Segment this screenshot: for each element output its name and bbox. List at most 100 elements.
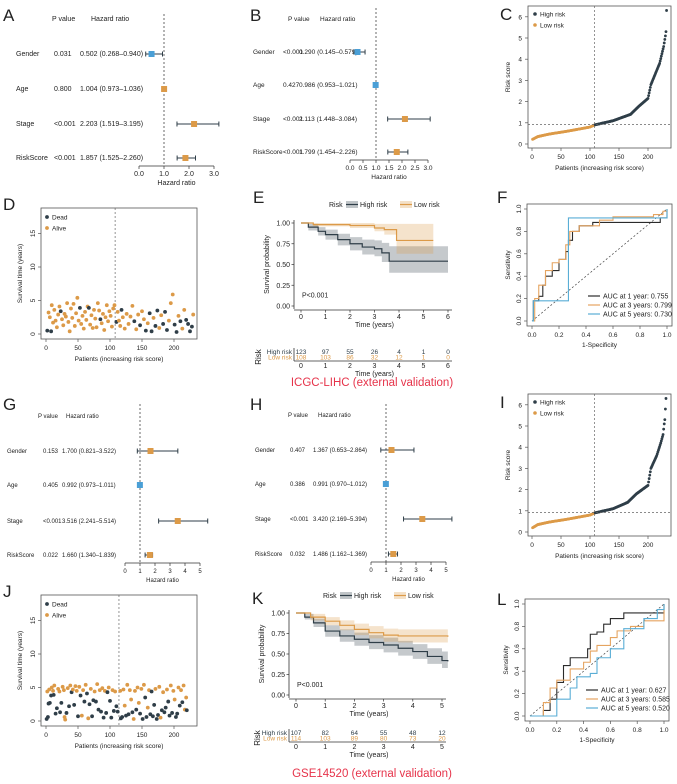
alive-point bbox=[47, 315, 52, 320]
roc-curve bbox=[530, 604, 665, 717]
dead-point bbox=[101, 715, 106, 720]
alive-point bbox=[179, 688, 183, 693]
risk-score-point bbox=[659, 439, 663, 443]
dead-point bbox=[144, 715, 149, 719]
alive-point bbox=[90, 326, 95, 330]
y-tick-label: 0 bbox=[30, 719, 37, 723]
dead-point bbox=[108, 699, 112, 703]
alive-point bbox=[100, 686, 105, 691]
hazard-ratio-marker bbox=[136, 482, 143, 488]
row-label: Age bbox=[253, 82, 265, 89]
x-tick-label: 5 bbox=[198, 569, 202, 575]
survival-curve bbox=[296, 612, 449, 662]
hazard-ratio-marker bbox=[147, 448, 154, 454]
risk-table-count: 1 bbox=[422, 355, 426, 362]
row-p-value: 0.031 bbox=[54, 51, 72, 58]
alive-point bbox=[159, 313, 164, 318]
y-tick-label: 5 bbox=[30, 685, 37, 689]
row-p-value: <0.001 bbox=[283, 49, 303, 56]
x-tick-label: 100 bbox=[105, 345, 116, 352]
dead-point bbox=[126, 712, 131, 717]
header-hazard-ratio: Hazard ratio bbox=[318, 413, 351, 419]
row-label: Gender bbox=[253, 49, 276, 56]
dead-point bbox=[58, 309, 63, 314]
dead-point bbox=[186, 322, 190, 326]
x-axis-title: Hazard ratio bbox=[371, 174, 407, 181]
caption-gse: GSE14520 (external validation) bbox=[292, 768, 452, 780]
y-tick-label: 0.00 bbox=[271, 693, 285, 700]
roc-curve bbox=[530, 604, 665, 717]
legend-low-risk-marker bbox=[533, 23, 537, 27]
x-axis-title: 1-Specificity bbox=[579, 737, 615, 744]
alive-point bbox=[130, 303, 135, 308]
risk-table-count: 26 bbox=[371, 349, 379, 356]
row-label: Age bbox=[16, 86, 29, 93]
dead-point bbox=[162, 710, 167, 715]
dead-point bbox=[143, 695, 148, 700]
dead-point bbox=[152, 703, 157, 707]
x-tick-label: 5 bbox=[444, 568, 448, 574]
alive-point bbox=[121, 687, 126, 692]
x-tick-label: 0.8 bbox=[633, 727, 642, 734]
dead-point bbox=[132, 319, 137, 324]
row-label: Gender bbox=[16, 51, 40, 58]
row-p-value: 0.800 bbox=[54, 86, 72, 93]
hazard-ratio-marker bbox=[419, 516, 426, 522]
hazard-ratio-marker bbox=[388, 447, 395, 453]
alive-point bbox=[134, 327, 139, 332]
p-value-label: P<0.001 bbox=[302, 293, 328, 300]
x-tick-label: 3 bbox=[373, 314, 377, 321]
alive-point bbox=[71, 301, 76, 306]
risk-table-tick-label: 2 bbox=[352, 744, 356, 751]
x-tick-label: 0.0 bbox=[345, 165, 354, 172]
row-hazard-ratio: 1.700 (0.821–3.522) bbox=[62, 449, 116, 455]
alive-point bbox=[65, 686, 70, 691]
hazard-ratio-marker bbox=[146, 552, 153, 558]
alive-point bbox=[106, 685, 111, 690]
alive-point bbox=[95, 301, 100, 306]
row-p-value: <0.001 bbox=[283, 116, 303, 123]
risk-table-count: 114 bbox=[291, 736, 302, 743]
x-tick-label: 0.0 bbox=[134, 171, 144, 178]
x-tick-label: 6 bbox=[446, 314, 450, 321]
alive-point bbox=[61, 323, 66, 328]
risk-table-title: Risk bbox=[253, 729, 262, 746]
y-tick-label: 3 bbox=[518, 466, 522, 473]
dead-point bbox=[82, 699, 87, 704]
survival-curve bbox=[296, 612, 449, 637]
alive-point bbox=[84, 318, 89, 322]
alive-point bbox=[72, 324, 77, 328]
alive-point bbox=[94, 325, 99, 330]
alive-point bbox=[63, 717, 68, 722]
risk-table-count: 97 bbox=[322, 349, 330, 356]
dead-point bbox=[99, 709, 103, 714]
x-axis-title: Time (years) bbox=[349, 711, 388, 718]
x-tick-label: 0 bbox=[44, 732, 48, 739]
x-axis-title: Patients (increasing risk score) bbox=[555, 165, 644, 172]
dead-point bbox=[174, 330, 179, 334]
row-p-value: <0.001 bbox=[283, 149, 303, 156]
row-p-value: 0.386 bbox=[290, 482, 306, 488]
x-tick-label: 5 bbox=[440, 703, 444, 710]
dead-point bbox=[76, 714, 80, 719]
x-tick-label: 4 bbox=[429, 568, 433, 574]
dead-point bbox=[149, 689, 154, 694]
y-tick-label: 1.00 bbox=[276, 221, 290, 228]
alive-point bbox=[106, 319, 110, 324]
dead-point bbox=[59, 701, 64, 705]
panel-letter: H bbox=[250, 395, 262, 414]
legend-alive-label: Alive bbox=[52, 613, 66, 620]
risk-table-count: 73 bbox=[409, 736, 417, 743]
x-tick-label: 0.8 bbox=[635, 332, 644, 339]
legend-high-risk-label: High risk bbox=[540, 400, 566, 407]
risk-table-x-title: Time (years) bbox=[355, 371, 394, 378]
plot-frame bbox=[524, 598, 670, 722]
x-tick-label: 2 bbox=[348, 314, 352, 321]
risk-score-point bbox=[646, 483, 650, 487]
alive-point bbox=[112, 303, 117, 308]
row-hazard-ratio: 1.367 (0.653–2.864) bbox=[313, 448, 367, 454]
alive-point bbox=[151, 316, 156, 320]
alive-point bbox=[184, 695, 189, 700]
y-tick-label: 0.25 bbox=[271, 672, 285, 679]
dead-point bbox=[154, 717, 159, 721]
